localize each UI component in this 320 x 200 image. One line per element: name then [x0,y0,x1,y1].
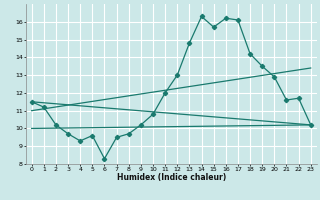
X-axis label: Humidex (Indice chaleur): Humidex (Indice chaleur) [116,173,226,182]
